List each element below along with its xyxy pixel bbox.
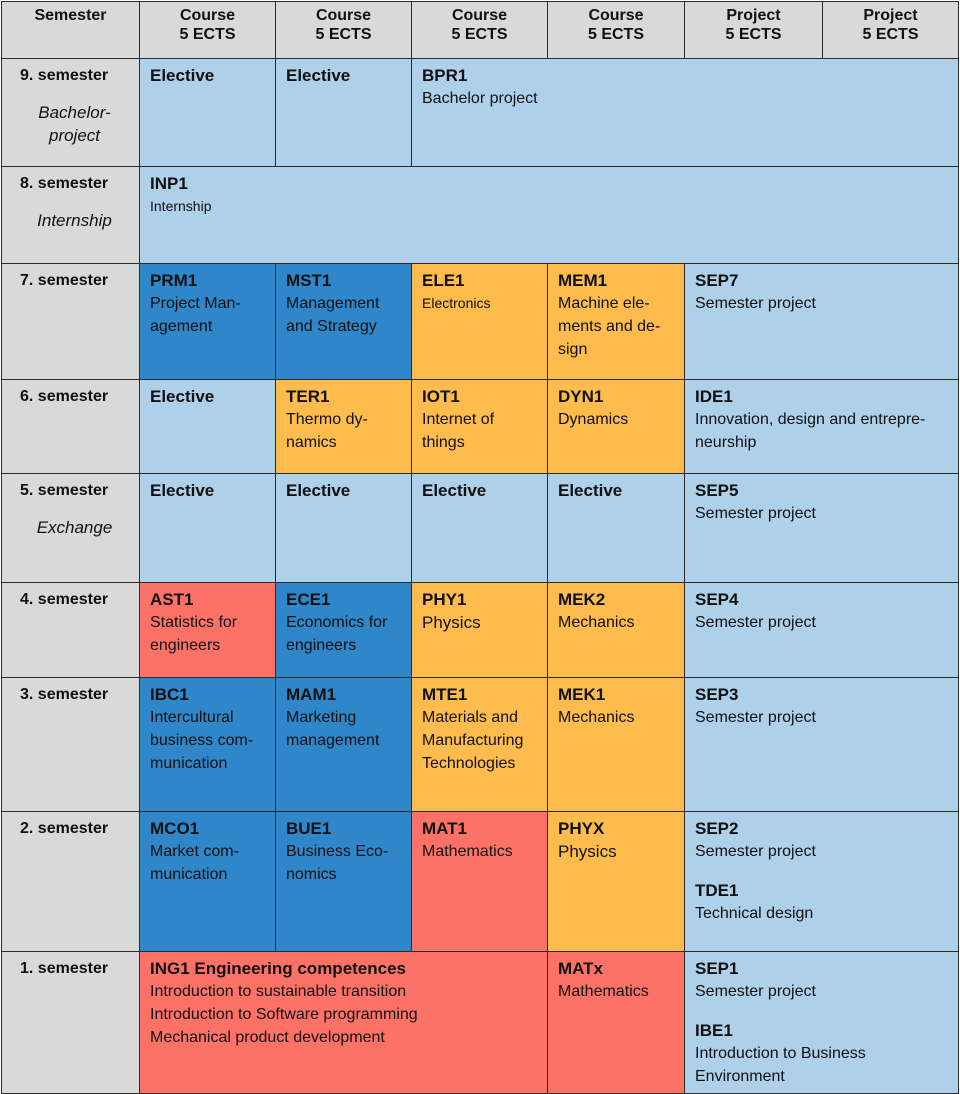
- course-cell: MATx Mathematics: [547, 951, 685, 1094]
- semester-row-8: 8. semester Internship INP1 Internship: [1, 166, 959, 264]
- header-col-6: Project 5 ECTS: [822, 1, 959, 59]
- internship-cell: INP1 Internship: [139, 166, 959, 264]
- course-cell: IBC1 Intercultural business com- municati…: [139, 677, 276, 812]
- semester-label: 7. semester: [1, 263, 140, 380]
- semester-label: 5. semester Exchange: [1, 473, 140, 583]
- semester-row-4: 4. semester AST1 Statistics for engineers…: [1, 582, 959, 678]
- course-cell: AST1 Statistics for engineers: [139, 582, 276, 678]
- header-col-3: Course 5 ECTS: [411, 1, 548, 59]
- project-cell: SEP7 Semester project: [684, 263, 959, 380]
- project-cell: SEP2 Semester project TDE1 Technical desig…: [684, 811, 959, 952]
- course-cell: DYN1 Dynamics: [547, 379, 685, 474]
- semester-label: 2. semester: [1, 811, 140, 952]
- project-cell: SEP3 Semester project: [684, 677, 959, 812]
- header-semester: Semester: [1, 1, 140, 59]
- course-cell: BUE1 Business Eco- nomics: [275, 811, 412, 952]
- project-cell: IDE1 Innovation, design and entrepre- neu…: [684, 379, 959, 474]
- course-cell: MCO1 Market com- munication: [139, 811, 276, 952]
- course-cell: MAT1 Mathematics: [411, 811, 548, 952]
- semester-label: 9. semester Bachelor- project: [1, 58, 140, 167]
- semester-row-6: 6. semester Elective TER1 Thermo dy- nami…: [1, 379, 959, 474]
- course-cell: ELE1 Electronics: [411, 263, 548, 380]
- course-cell: Elective: [139, 58, 276, 167]
- course-cell: ECE1 Economics for engineers: [275, 582, 412, 678]
- course-cell: PHYX Physics: [547, 811, 685, 952]
- semester-label: 4. semester: [1, 582, 140, 678]
- course-cell: IOT1 Internet of things: [411, 379, 548, 474]
- course-cell: MST1 Management and Strategy: [275, 263, 412, 380]
- semester-label: 3. semester: [1, 677, 140, 812]
- course-cell: PRM1 Project Man- agement: [139, 263, 276, 380]
- course-cell: Elective: [139, 379, 276, 474]
- project-cell: SEP5 Semester project: [684, 473, 959, 583]
- course-cell: PHY1 Physics: [411, 582, 548, 678]
- header-col-4: Course 5 ECTS: [547, 1, 685, 59]
- semester-label: 1. semester: [1, 951, 140, 1094]
- course-cell: Elective: [139, 473, 276, 583]
- semester-row-3: 3. semester IBC1 Intercultural business c…: [1, 677, 959, 812]
- semester-row-9: 9. semester Bachelor- project Elective E…: [1, 58, 959, 167]
- semester-label: 6. semester: [1, 379, 140, 474]
- course-cell: Elective: [547, 473, 685, 583]
- course-cell: Elective: [275, 473, 412, 583]
- course-cell: MTE1 Materials and Manufacturing Technolo…: [411, 677, 548, 812]
- semester-row-5: 5. semester Exchange Elective Elective E…: [1, 473, 959, 583]
- course-cell-ing1: ING1 Engineering competences Introduction…: [139, 951, 548, 1094]
- course-cell: Elective: [275, 58, 412, 167]
- header-col-1: Course 5 ECTS: [139, 1, 276, 59]
- header-col-5: Project 5 ECTS: [684, 1, 823, 59]
- header-row: Semester Course 5 ECTS Course 5 ECTS Cours…: [1, 1, 959, 59]
- semester-label: 8. semester Internship: [1, 166, 140, 264]
- course-cell: MEK2 Mechanics: [547, 582, 685, 678]
- semester-row-1: 1. semester ING1 Engineering competences…: [1, 951, 959, 1094]
- course-cell: Elective: [411, 473, 548, 583]
- course-cell: MEM1 Machine ele- ments and de- sign: [547, 263, 685, 380]
- course-cell: TER1 Thermo dy- namics: [275, 379, 412, 474]
- semester-row-7: 7. semester PRM1 Project Man- agement MST…: [1, 263, 959, 380]
- project-cell: SEP4 Semester project: [684, 582, 959, 678]
- project-cell: BPR1 Bachelor project: [411, 58, 959, 167]
- course-cell: MEK1 Mechanics: [547, 677, 685, 812]
- course-cell: MAM1 Marketing management: [275, 677, 412, 812]
- header-col-2: Course 5 ECTS: [275, 1, 412, 59]
- semester-row-2: 2. semester MCO1 Market com- munication B…: [1, 811, 959, 952]
- project-cell: SEP1 Semester project IBE1 Introduction to…: [684, 951, 959, 1094]
